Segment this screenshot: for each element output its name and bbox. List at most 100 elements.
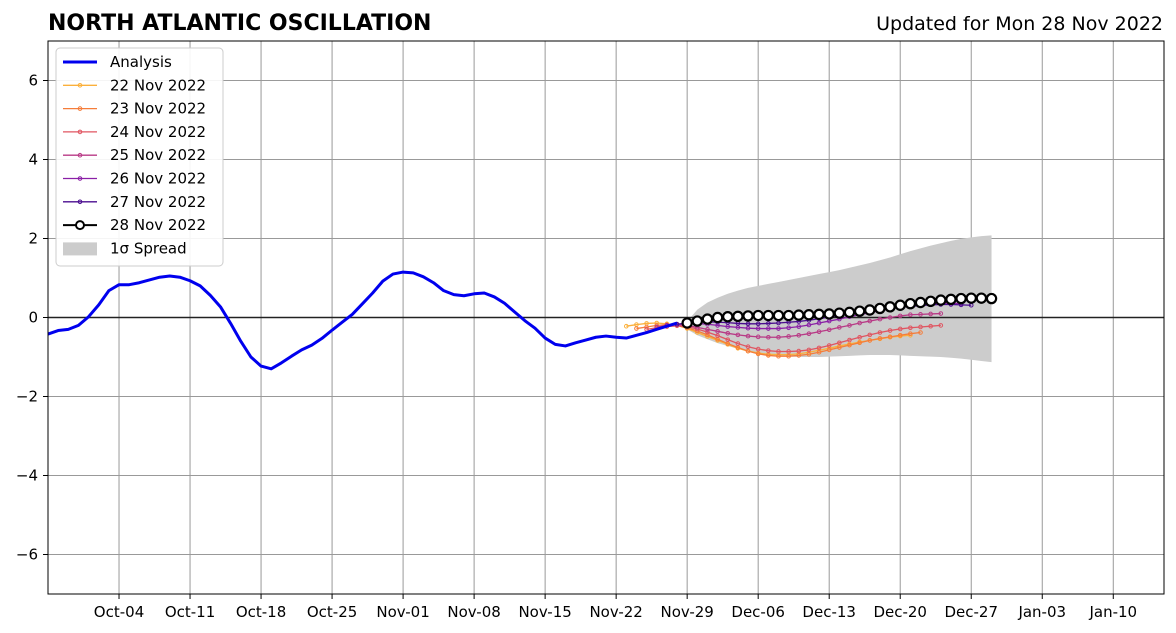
- forecast-point: [965, 292, 977, 304]
- forecast-point: [823, 308, 835, 320]
- forecast-point: [786, 349, 791, 354]
- forecast-point: [877, 330, 883, 335]
- forecast-point: [985, 292, 998, 305]
- forecast-point: [691, 315, 704, 327]
- forecast-point: [745, 333, 751, 339]
- forecast-point: [766, 348, 771, 353]
- forecast-point: [766, 326, 771, 331]
- x-tick-label: Nov-22: [589, 603, 642, 621]
- forecast-point: [908, 331, 913, 336]
- legend-label: 25 Nov 2022: [110, 146, 206, 164]
- forecast-point: [837, 345, 842, 350]
- forecast-point: [833, 307, 846, 319]
- forecast-point: [887, 334, 893, 340]
- forecast-point: [806, 331, 812, 336]
- forecast-point: [793, 309, 805, 321]
- forecast-point: [853, 305, 866, 317]
- forecast-point: [955, 292, 967, 305]
- legend-item-analysis: Analysis: [63, 53, 172, 71]
- forecast-point: [796, 324, 802, 329]
- forecast-point: [776, 334, 781, 340]
- forecast-point: [732, 310, 744, 323]
- series-25-nov-2022-line: [656, 312, 941, 338]
- forecast-point: [762, 309, 775, 322]
- forecast-point: [938, 323, 944, 328]
- forecast-point: [847, 323, 852, 328]
- forecast-point: [837, 340, 842, 346]
- legend-swatch: [63, 242, 97, 256]
- forecast-point: [816, 320, 822, 326]
- y-tick-label: 4: [28, 151, 38, 169]
- forecast-point: [796, 332, 802, 338]
- forecast-point: [745, 344, 751, 350]
- forecast-point: [857, 320, 862, 326]
- forecast-point: [867, 338, 873, 343]
- y-tick-label: −2: [16, 388, 38, 406]
- forecast-point: [935, 294, 947, 306]
- forecast-point: [745, 325, 751, 331]
- spread-band: [687, 235, 992, 363]
- forecast-point: [806, 322, 812, 328]
- x-tick-label: Dec-27: [944, 603, 998, 621]
- y-tick-label: −6: [16, 546, 38, 564]
- forecast-point: [796, 348, 802, 354]
- forecast-point: [711, 311, 724, 324]
- forecast-point: [867, 332, 873, 338]
- forecast-point: [742, 310, 754, 322]
- forecast-point: [918, 324, 923, 330]
- legend-item-25-nov-2022: 25 Nov 2022: [63, 146, 206, 164]
- legend-item-24-nov-2022: 24 Nov 2022: [63, 123, 206, 141]
- forecast-point: [755, 321, 761, 327]
- legend-label: 28 Nov 2022: [110, 216, 206, 234]
- forecast-point: [904, 297, 917, 310]
- forecast-point: [766, 321, 771, 326]
- legend-marker: [77, 83, 83, 88]
- forecast-point: [857, 340, 862, 346]
- forecast-point: [776, 349, 781, 354]
- forecast-point: [816, 349, 822, 355]
- forecast-point: [894, 299, 906, 311]
- forecast-point: [816, 329, 822, 335]
- forecast-point: [735, 332, 741, 338]
- legend-item-23-nov-2022: 23 Nov 2022: [63, 100, 206, 118]
- forecast-point: [897, 326, 903, 332]
- forecast-point: [806, 347, 812, 353]
- legend-item-22-nov-2022: 22 Nov 2022: [63, 76, 206, 94]
- x-tick-label: Nov-15: [518, 603, 571, 621]
- forecast-point: [945, 293, 957, 306]
- x-tick-label: Jan-10: [1088, 603, 1137, 621]
- legend-label: 23 Nov 2022: [110, 100, 206, 118]
- x-tick-label: Oct-11: [165, 603, 215, 621]
- spread-area: [687, 235, 992, 363]
- forecast-point: [715, 333, 720, 338]
- forecast-point: [897, 332, 903, 338]
- legend: Analysis 22 Nov 2022 23 Nov 2022 24 Nov 202…: [55, 47, 224, 267]
- forecast-point: [877, 316, 883, 322]
- forecast-point: [813, 308, 825, 321]
- forecast-point: [745, 348, 751, 354]
- forecast-point: [826, 343, 832, 348]
- forecast-point: [928, 311, 933, 317]
- legend-marker: [77, 129, 83, 135]
- y-axis: 6 4 2 0 −2 −4 −6: [16, 72, 48, 564]
- forecast-point: [755, 351, 761, 357]
- legend-item-27-nov-2022: 27 Nov 2022: [63, 193, 206, 211]
- forecast-point: [766, 334, 771, 340]
- forecast-point: [938, 311, 944, 316]
- x-tick-label: Nov-08: [447, 603, 500, 621]
- forecast-point: [634, 326, 639, 331]
- forecast-point: [874, 302, 886, 315]
- analysis-series: [47, 270, 678, 371]
- x-axis: Oct-04 Oct-11 Oct-18 Oct-25 Nov-01 Nov-08 Nov-…: [94, 594, 1137, 621]
- forecast-point: [776, 353, 781, 359]
- forecast-point: [928, 323, 933, 329]
- y-tick-label: 2: [28, 230, 38, 248]
- forecast-point: [847, 337, 852, 343]
- legend-label: 24 Nov 2022: [110, 123, 206, 141]
- forecast-point: [887, 328, 893, 333]
- forecast-point: [705, 329, 710, 335]
- forecast-point: [843, 306, 856, 319]
- legend-marker: [75, 220, 85, 231]
- forecast-point: [796, 353, 802, 358]
